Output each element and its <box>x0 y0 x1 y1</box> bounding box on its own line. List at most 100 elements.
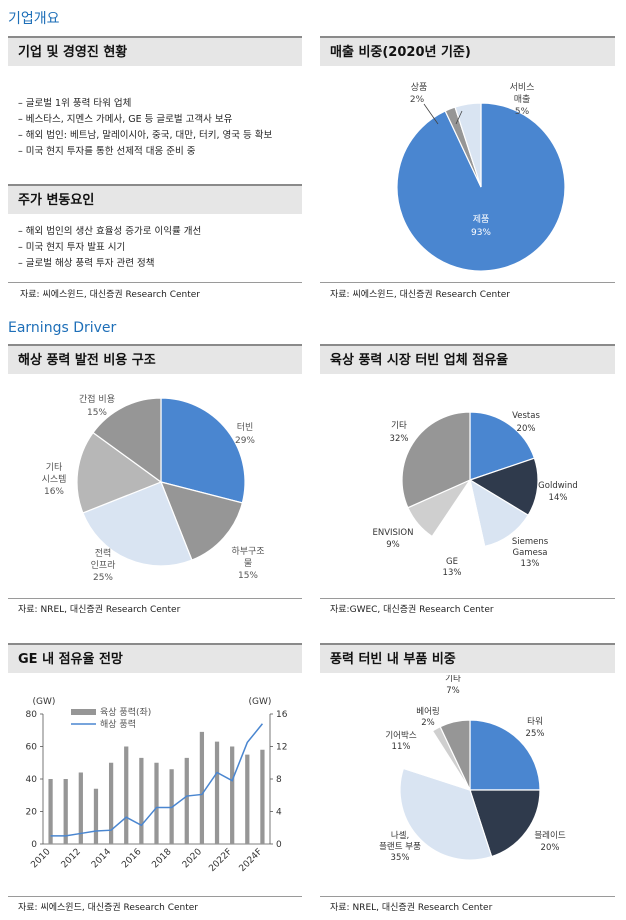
ge-combo-chart: (GW) (GW) 0 20 40 60 80 0 4 8 12 16 2010 2012 2014 20… <box>26 697 288 874</box>
ge-bar <box>78 772 83 844</box>
ge-bar <box>108 762 114 844</box>
stock-panel-title: 주가 변동요인 <box>8 184 302 214</box>
section-title-company: 기업개요 <box>8 11 60 27</box>
stock-bullet: 미국 현지 투자 발표 시기 <box>18 240 302 256</box>
legend-label: 해상 풍력 <box>100 718 136 730</box>
parts-label-value: 25% <box>526 729 545 739</box>
onshore-pie-slice <box>431 478 486 549</box>
overview-bullet: 해외 법인: 베트남, 말레이시아, 중국, 대만, 터키, 영국 등 확보 <box>18 128 302 144</box>
parts-label-name: 나셀, <box>391 830 409 841</box>
ge-bar <box>199 731 205 845</box>
ge-x-tick-label: 2010 <box>29 847 52 870</box>
ge-x-tick-label: 2018 <box>150 847 173 870</box>
source-divider <box>8 598 302 599</box>
section-title-earnings: Earnings Driver <box>8 320 117 336</box>
ge-x-tick-label: 2016 <box>120 847 143 870</box>
offshore-label-name: 터빈 <box>237 422 254 433</box>
ge-right-tick-label: 4 <box>276 808 282 818</box>
offshore-label-name: 시스템 <box>42 473 67 485</box>
parts-pie-slice <box>469 789 541 858</box>
offshore-label-value: 29% <box>235 436 255 446</box>
legend-label: 육상 풍력(좌) <box>100 706 151 718</box>
parts-label-name: 타워 <box>527 717 543 727</box>
offshore-pie-chart: 간접 비용 15% 터빈 29% 기타 시스템 16% 전력 인프라 25% 하… <box>42 393 265 583</box>
onshore-label-value: 32% <box>390 434 409 444</box>
ge-bar <box>93 788 99 844</box>
ge-x-tick-label: 2014 <box>90 847 113 870</box>
onshore-label-name: GE <box>446 557 458 567</box>
onshore-label-name: 기타 <box>391 421 407 431</box>
parts-chart-title: 풍력 터빈 내 부품 비중 <box>320 643 615 673</box>
parts-label-name: 베어링 <box>416 706 439 717</box>
ge-bar <box>139 757 144 845</box>
onshore-pie-slice <box>468 457 539 517</box>
ge-x-tick-label: 2022F <box>207 847 234 874</box>
source-divider <box>320 282 615 283</box>
onshore-label-value: 20% <box>517 424 536 434</box>
ge-x-tick-label: 2012 <box>60 847 83 870</box>
onshore-pie-chart: 기타 32% Vestas 20% Goldwind 14% Siemens G… <box>372 411 578 578</box>
onshore-label-name: Vestas <box>512 411 540 421</box>
source-divider <box>8 282 302 283</box>
stock-bullet: 글로벌 해상 풍력 투자 관련 정책 <box>18 256 302 272</box>
offshore-label-value: 15% <box>238 571 258 581</box>
ge-bar <box>184 757 189 845</box>
offshore-label-value: 16% <box>44 487 64 497</box>
source-divider <box>320 598 615 599</box>
ge-bar <box>245 754 250 845</box>
offshore-label-value: 25% <box>93 573 113 583</box>
ge-left-tick-label: 20 <box>26 808 38 818</box>
sales-label-name: 제품 <box>473 214 490 225</box>
offshore-label-name: 인프라 <box>91 560 117 571</box>
ge-bar <box>63 779 68 844</box>
sales-leader-line <box>423 103 439 125</box>
onshore-label-name: Siemens <box>512 537 549 547</box>
offshore-pie-slice <box>76 431 163 514</box>
onshore-pie-slice <box>469 411 536 481</box>
offshore-label-name: 전력 <box>95 547 112 559</box>
offshore-pie-slice <box>160 397 246 504</box>
parts-pie-slice <box>439 719 471 791</box>
legend-bar-swatch <box>71 709 96 715</box>
ge-right-tick-label: 12 <box>276 743 287 753</box>
source-note: 자료: NREL, 대신증권 Research Center <box>18 605 181 615</box>
parts-label-name: 플랜트 부품 <box>379 841 421 852</box>
onshore-chart-title: 육상 풍력 시장 터빈 업체 점유율 <box>320 344 615 374</box>
ge-left-unit: (GW) <box>33 697 56 707</box>
parts-pie-slice <box>469 719 541 791</box>
onshore-label-name: Goldwind <box>538 481 578 491</box>
ge-chart-title: GE 내 점유율 전망 <box>8 643 302 673</box>
overview-bullet: 베스타스, 지멘스 가메사, GE 등 글로벌 고객사 보유 <box>18 112 302 128</box>
sales-pie-slice <box>454 102 482 188</box>
source-note: 자료: 씨에스윈드, 대신증권 Research Center <box>18 903 198 913</box>
parts-label-name: 블레이드 <box>534 830 565 841</box>
sales-label-value: 93% <box>471 228 491 238</box>
offshore-pie-slice <box>92 397 162 484</box>
source-note: 자료: 씨에스윈드, 대신증권 Research Center <box>330 290 510 300</box>
sales-label-value: 5% <box>515 107 530 117</box>
parts-label-value: 20% <box>541 843 560 853</box>
ge-bar <box>48 779 53 844</box>
onshore-label-value: 9% <box>386 540 400 550</box>
offshore-label-name: 간접 비용 <box>79 393 115 405</box>
ge-bar <box>124 746 129 844</box>
source-note: 자료:GWEC, 대신증권 Research Center <box>330 605 494 615</box>
parts-label-value: 7% <box>446 686 460 696</box>
sales-leader-line <box>455 110 463 125</box>
onshore-label-value: 13% <box>521 559 540 569</box>
sales-label-name: 상품 <box>411 82 428 93</box>
parts-pie-chart: 기타 7% 베어링 2% 기어박스 11% 타워 25% 블레이드 20% 나셀… <box>379 675 566 863</box>
parts-label-value: 11% <box>392 742 411 752</box>
offshore-label-name: 기타 <box>46 462 63 473</box>
ge-left-tick-label: 0 <box>31 840 37 850</box>
sales-label-value: 2% <box>410 95 425 105</box>
ge-x-tick-label: 2020 <box>181 847 204 870</box>
parts-pie-slice <box>399 767 493 861</box>
onshore-pie-slice <box>401 411 471 509</box>
parts-label-value: 35% <box>391 853 410 863</box>
source-note: 자료: NREL, 대신증권 Research Center <box>330 903 493 913</box>
onshore-label-name: Gamesa <box>513 548 548 558</box>
onshore-label-value: 13% <box>443 568 462 578</box>
offshore-label-name: 하부구조 <box>231 546 264 557</box>
offshore-label-value: 15% <box>87 408 107 418</box>
